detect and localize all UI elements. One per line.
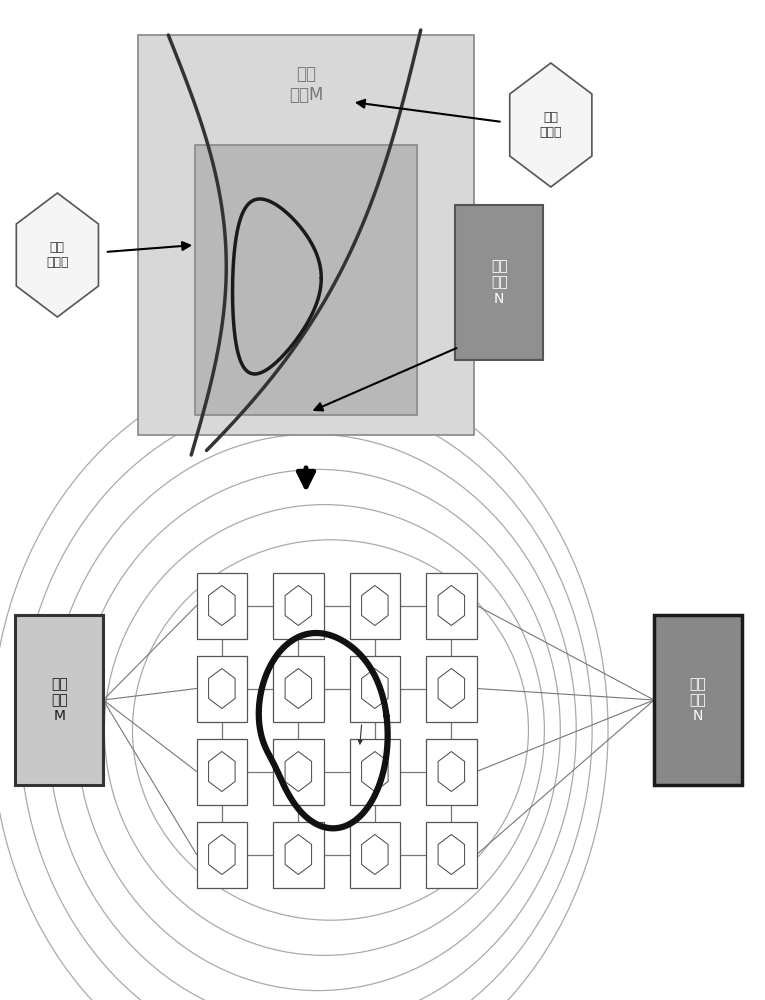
FancyBboxPatch shape <box>426 572 477 638</box>
FancyBboxPatch shape <box>350 822 400 888</box>
FancyBboxPatch shape <box>426 738 477 804</box>
Polygon shape <box>209 752 235 792</box>
Text: 已有
像素M: 已有 像素M <box>289 65 323 104</box>
Polygon shape <box>285 668 311 708</box>
Polygon shape <box>438 752 464 792</box>
Polygon shape <box>285 752 311 792</box>
FancyBboxPatch shape <box>273 822 324 888</box>
FancyBboxPatch shape <box>350 572 400 638</box>
Polygon shape <box>209 585 235 626</box>
Polygon shape <box>362 585 388 626</box>
FancyBboxPatch shape <box>654 615 742 785</box>
FancyBboxPatch shape <box>350 738 400 804</box>
FancyBboxPatch shape <box>273 572 324 638</box>
Polygon shape <box>362 752 388 792</box>
FancyBboxPatch shape <box>195 145 417 415</box>
FancyBboxPatch shape <box>426 822 477 888</box>
Polygon shape <box>438 585 464 626</box>
Polygon shape <box>362 834 388 874</box>
Polygon shape <box>285 585 311 626</box>
FancyBboxPatch shape <box>426 656 477 722</box>
FancyBboxPatch shape <box>138 35 474 435</box>
Text: 已有
像素
M: 已有 像素 M <box>51 677 67 723</box>
FancyBboxPatch shape <box>197 572 247 638</box>
FancyBboxPatch shape <box>15 615 103 785</box>
Polygon shape <box>209 834 235 874</box>
FancyBboxPatch shape <box>273 656 324 722</box>
Text: 新的
拼接线: 新的 拼接线 <box>46 241 69 269</box>
Text: 新影
像块
N: 新影 像块 N <box>491 259 507 306</box>
FancyBboxPatch shape <box>197 656 247 722</box>
Polygon shape <box>362 668 388 708</box>
FancyBboxPatch shape <box>197 738 247 804</box>
Text: 新影
像块
N: 新影 像块 N <box>690 677 706 723</box>
Polygon shape <box>509 63 592 187</box>
FancyBboxPatch shape <box>350 656 400 722</box>
FancyBboxPatch shape <box>197 822 247 888</box>
Polygon shape <box>285 834 311 874</box>
Polygon shape <box>438 834 464 874</box>
Polygon shape <box>209 668 235 708</box>
FancyBboxPatch shape <box>273 738 324 804</box>
Polygon shape <box>438 668 464 708</box>
FancyBboxPatch shape <box>455 205 543 360</box>
Text: 原有
拼接线: 原有 拼接线 <box>539 111 562 139</box>
Polygon shape <box>16 193 99 317</box>
